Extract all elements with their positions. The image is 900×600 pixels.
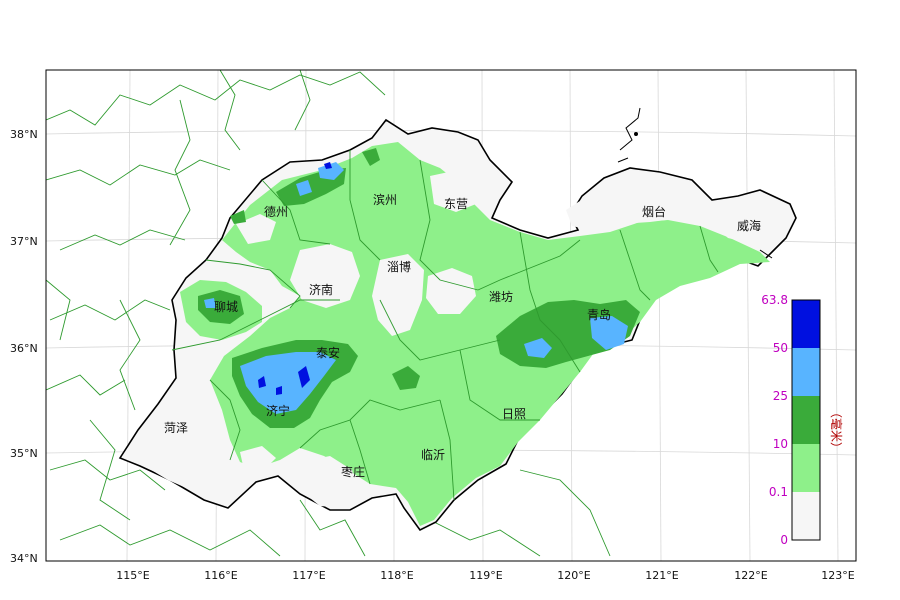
lon-label: 117°E [292, 569, 325, 582]
lat-labels: 38°N 37°N 36°N 35°N 34°N [10, 128, 38, 565]
city-label-weihai: 威海 [737, 218, 761, 233]
legend-swatch-50-63.8 [792, 300, 820, 348]
lon-label: 121°E [645, 569, 678, 582]
coastal-islands [617, 107, 773, 259]
city-label-yantai: 烟台 [642, 204, 666, 219]
city-label-jining: 济宁 [266, 403, 290, 418]
city-labels: 德州 滨州 东营 烟台 威海 聊城 济南 淄博 潍坊 青岛 泰安 济宁 菏泽 日… [164, 192, 761, 479]
city-boundaries [171, 150, 719, 501]
city-label-jinan: 济南 [309, 282, 333, 297]
legend-label: 63.8 [761, 293, 788, 307]
city-label-binzhou: 滨州 [373, 192, 397, 207]
city-label-weifang: 潍坊 [489, 289, 513, 304]
lat-label: 36°N [10, 342, 38, 355]
city-label-liaocheng: 聊城 [214, 300, 238, 314]
shandong-province [118, 118, 797, 532]
lon-label: 116°E [204, 569, 237, 582]
city-label-rizhao: 日照 [502, 407, 526, 421]
city-label-linyi: 临沂 [421, 448, 445, 462]
city-label-dongying: 东营 [444, 197, 468, 211]
legend-label: 50 [773, 341, 788, 355]
lat-label: 35°N [10, 447, 38, 460]
lon-label: 115°E [116, 569, 149, 582]
city-label-zibo: 淄博 [387, 259, 411, 274]
lon-label: 122°E [734, 569, 767, 582]
lon-label: 118°E [380, 569, 413, 582]
legend-label: 0 [780, 533, 788, 547]
legend-label: 25 [773, 389, 788, 403]
legend-unit: （毫米） [829, 406, 844, 454]
legend-swatch-0-0.1 [792, 492, 820, 540]
provincial-boundaries [46, 70, 611, 557]
lat-label: 38°N [10, 128, 38, 141]
legend-border [791, 299, 821, 541]
map-frame [45, 69, 857, 562]
legend-swatch-25-50 [792, 348, 820, 396]
city-label-qingdao: 青岛 [587, 307, 611, 322]
city-label-zaozhuang: 枣庄 [341, 464, 365, 479]
legend-label: 10 [773, 437, 788, 451]
legend: 63.8 50 25 10 0.1 0 （毫米） [761, 293, 844, 547]
legend-label: 0.1 [769, 485, 788, 499]
lat-label: 34°N [10, 552, 38, 565]
city-label-heze: 菏泽 [164, 421, 188, 435]
lon-labels: 115°E 116°E 117°E 118°E 119°E 120°E 121°… [116, 569, 854, 582]
lon-label: 123°E [821, 569, 854, 582]
city-label-dezhou: 德州 [264, 204, 288, 219]
lat-label: 37°N [10, 235, 38, 248]
lon-label: 119°E [469, 569, 502, 582]
city-label-taian: 泰安 [316, 345, 340, 360]
lon-label: 120°E [557, 569, 590, 582]
legend-swatch-10-25 [792, 396, 820, 444]
legend-swatch-0.1-10 [792, 444, 820, 492]
